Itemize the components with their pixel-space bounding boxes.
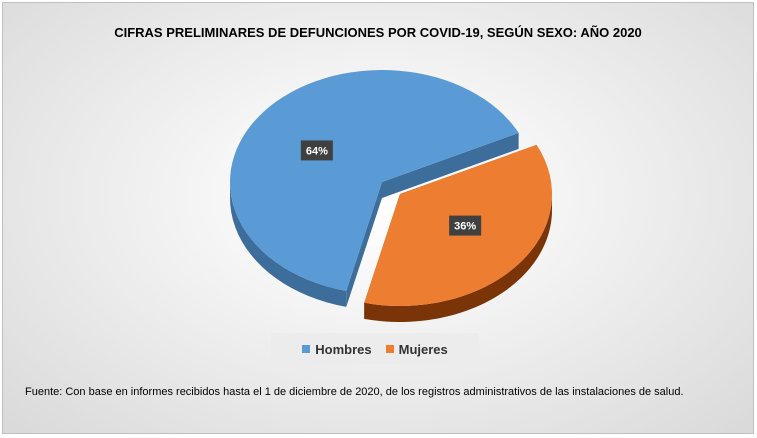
pie-chart: 64% 36% bbox=[229, 69, 552, 322]
legend-label-hombres: Hombres bbox=[315, 341, 372, 357]
data-label-box-hombres bbox=[300, 140, 333, 161]
legend: Hombres Mujeres bbox=[271, 333, 479, 365]
source-note: Fuente: Con base en informes recibidos h… bbox=[25, 386, 684, 398]
pie-cut-wall-hombres-1 bbox=[382, 132, 519, 198]
data-label-mujeres: 36% bbox=[449, 215, 482, 236]
data-label-text-mujeres: 36% bbox=[454, 221, 476, 233]
chart-area: CIFRAS PRELIMINARES DE DEFUNCIONES POR C… bbox=[2, 2, 754, 434]
pie-cut-wall-hombres-0 bbox=[346, 182, 382, 307]
chart-title: CIFRAS PRELIMINARES DE DEFUNCIONES POR C… bbox=[114, 25, 642, 40]
legend-item-mujeres: Mujeres bbox=[385, 341, 448, 357]
data-label-box-mujeres bbox=[449, 215, 482, 236]
legend-item-hombres: Hombres bbox=[302, 341, 372, 357]
pie-side-hombres bbox=[230, 181, 347, 307]
data-label-hombres: 64% bbox=[300, 140, 333, 161]
legend-swatch-mujeres bbox=[385, 345, 394, 353]
pie-side-mujeres bbox=[364, 193, 552, 322]
pie-slice-hombres bbox=[229, 69, 519, 291]
data-label-text-hombres: 64% bbox=[306, 145, 328, 157]
legend-label-mujeres: Mujeres bbox=[398, 341, 448, 357]
legend-swatch-hombres bbox=[302, 345, 311, 353]
